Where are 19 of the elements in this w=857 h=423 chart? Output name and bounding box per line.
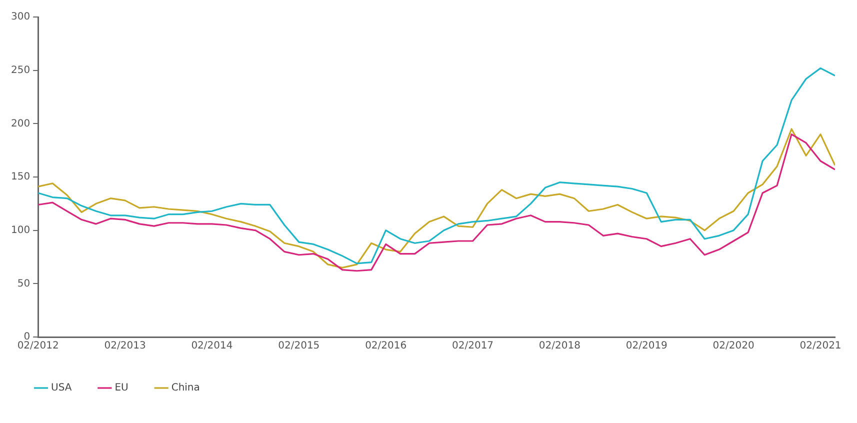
x-tick-label: 02/2021 — [800, 340, 842, 352]
y-tick-label: 50 — [17, 278, 30, 290]
y-tick-label: 150 — [10, 172, 30, 183]
legend-label: USA — [51, 382, 72, 394]
x-tick-label: 02/2012 — [17, 340, 59, 352]
legend-label: China — [171, 382, 200, 394]
y-tick-label: 100 — [10, 224, 30, 236]
x-tick-label: 02/2017 — [452, 340, 494, 352]
x-tick-label: 02/2014 — [191, 340, 233, 352]
y-tick-label: 250 — [10, 64, 30, 76]
x-tick-label: 02/2013 — [104, 340, 146, 352]
x-tick-label: 02/2015 — [278, 340, 320, 352]
legend-label: EU — [114, 382, 128, 394]
x-tick-label: 02/2016 — [365, 340, 407, 352]
y-tick-label: 200 — [10, 118, 30, 130]
x-tick-label: 02/2019 — [626, 340, 668, 352]
x-tick-label: 02/2018 — [538, 340, 580, 352]
x-tick-label: 02/2020 — [712, 340, 754, 352]
y-tick-label: 300 — [10, 12, 30, 23]
